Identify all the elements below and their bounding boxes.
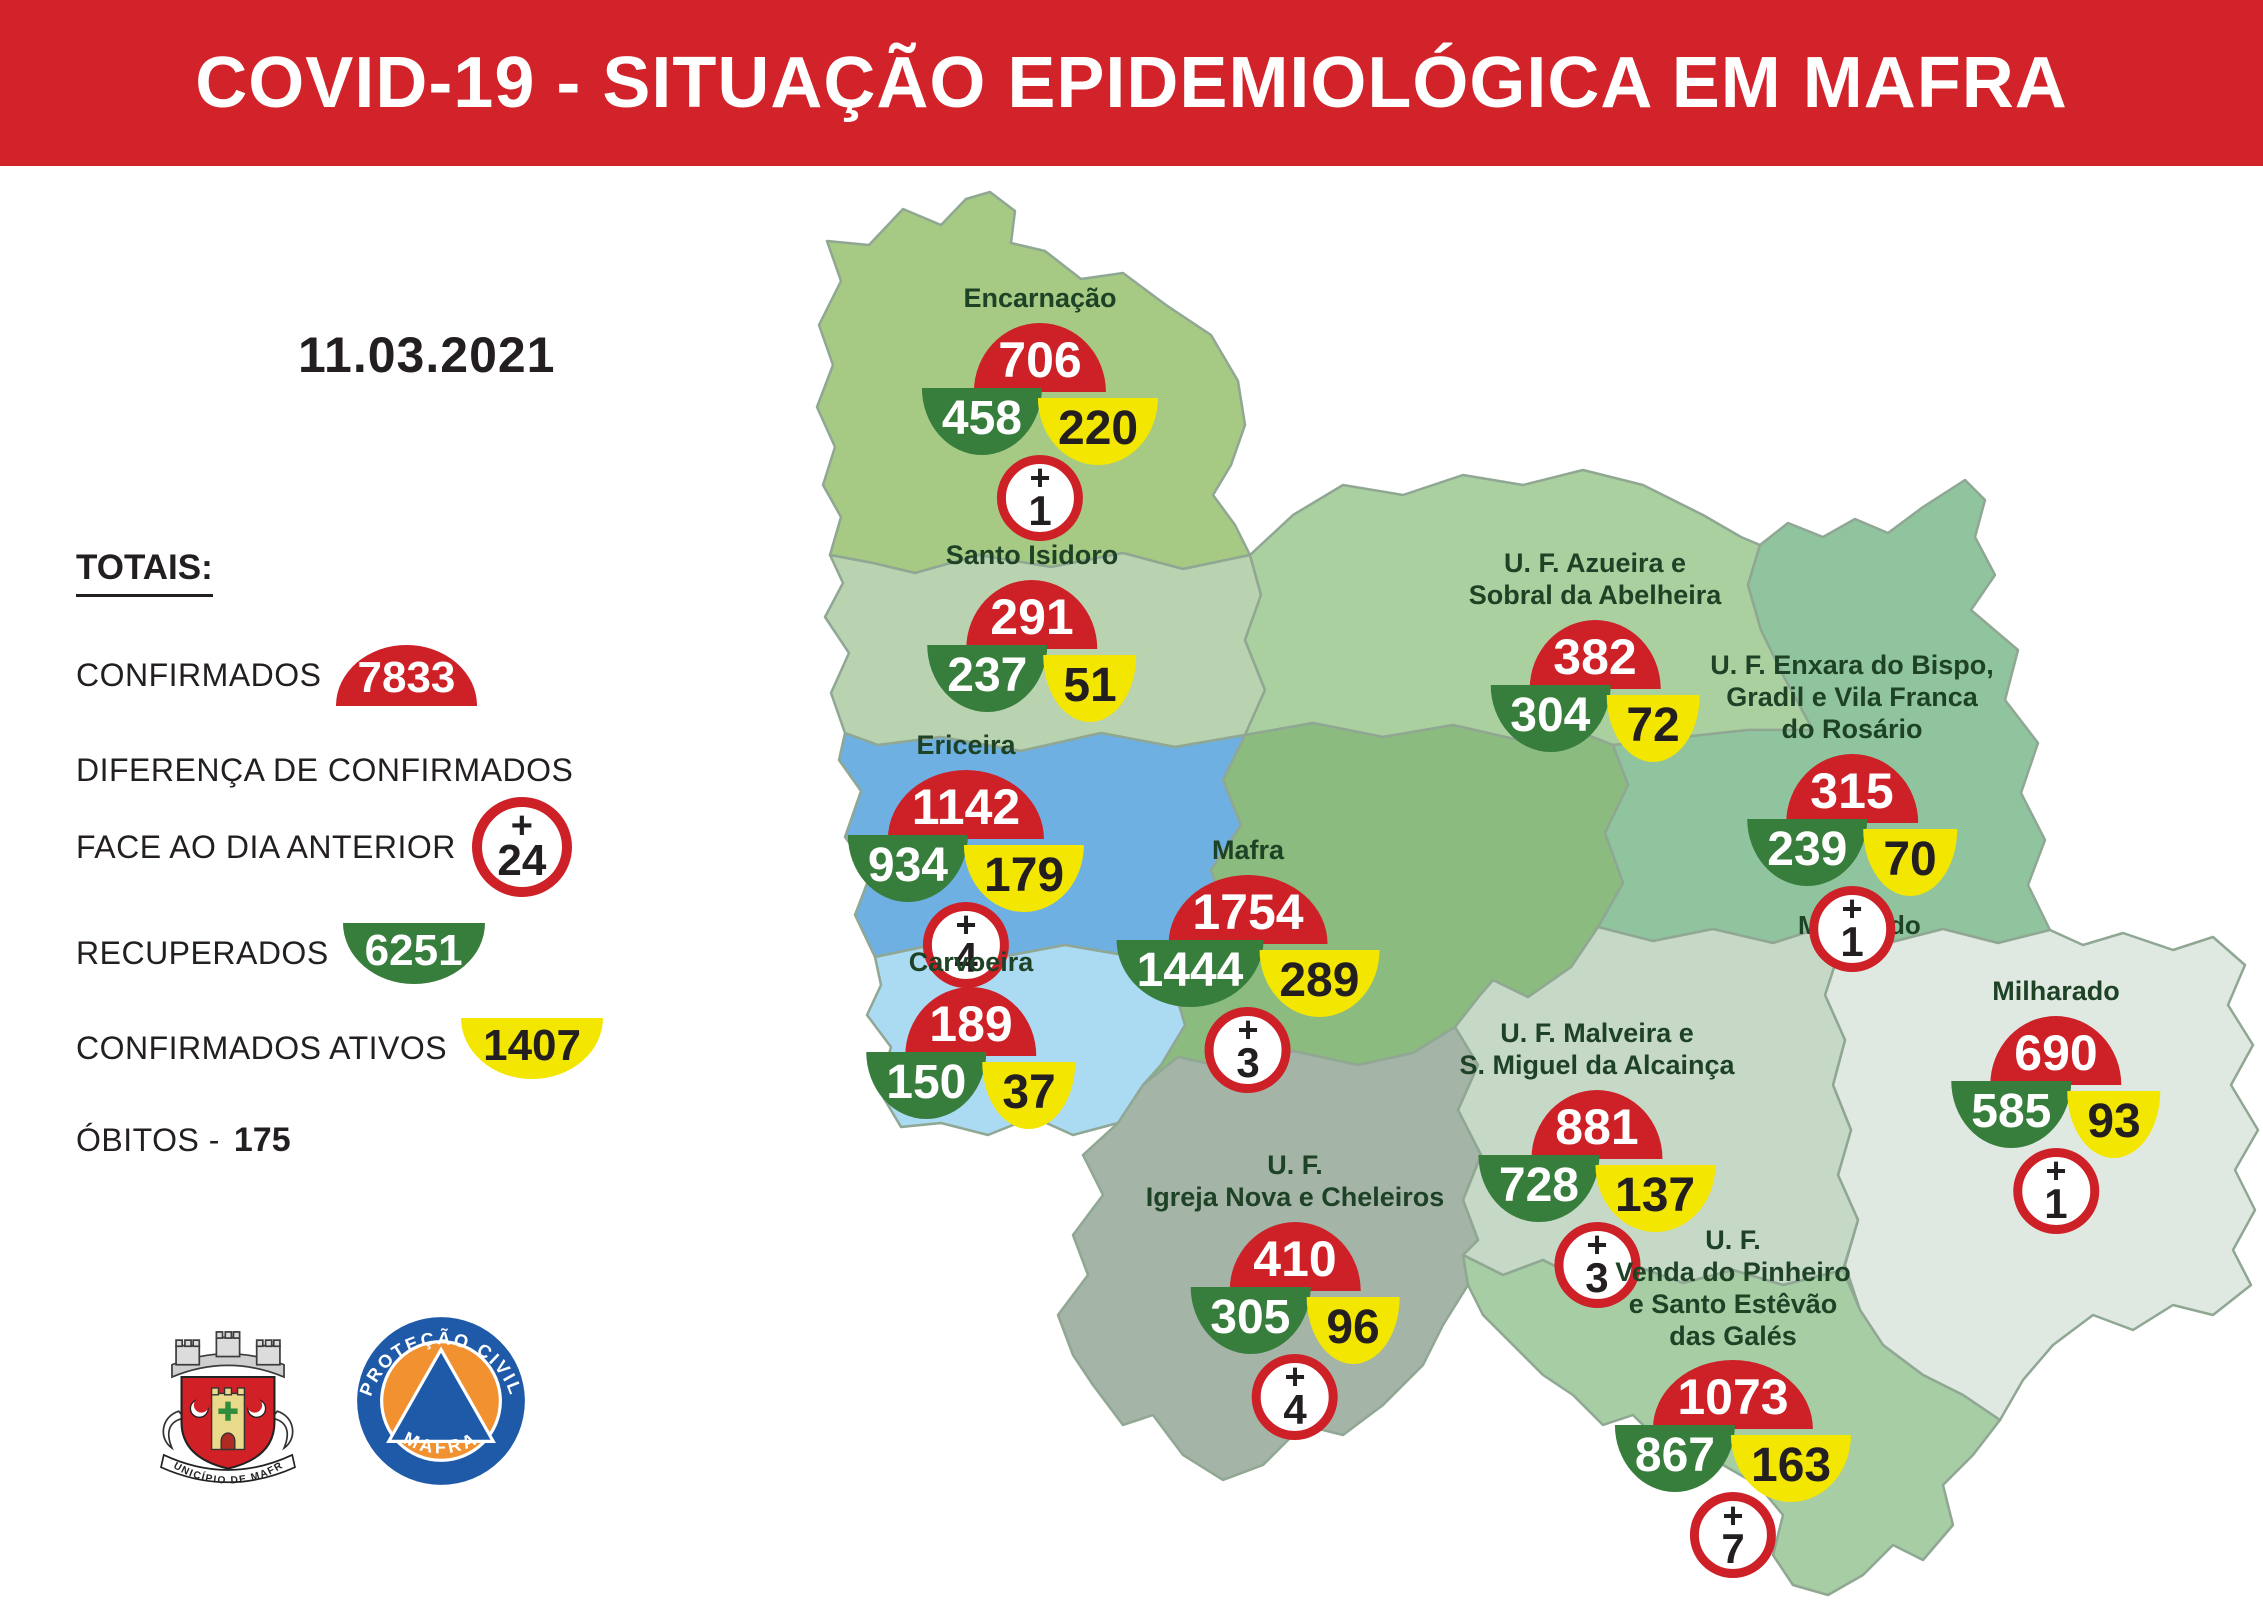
region-shape-milharado [1823, 923, 2260, 1422]
region-shape-azueira [1243, 468, 1815, 747]
recovered-total-label: RECUPERADOS [76, 935, 329, 971]
confirmed-total-label: CONFIRMADOS [76, 657, 322, 693]
report-date: 11.03.2021 [298, 327, 556, 383]
active-total-badge: 1407 [461, 1018, 603, 1079]
municipio-de-mafra-logo: MUNICÍPIO DE MAFRA [146, 1310, 296, 1487]
civil-protection-triangle-icon [386, 1346, 496, 1443]
green-cross-icon [218, 1401, 238, 1421]
totals-panel: TOTAIS: CONFIRMADOS 7833 DIFERENÇA DE CO… [76, 548, 736, 1160]
totals-heading: TOTAIS: [76, 548, 213, 597]
confirmed-total-badge: 7833 [335, 645, 478, 706]
recovered-total-row: RECUPERADOS 6251 [76, 923, 736, 984]
region-shape-santo-isidoro [823, 551, 1267, 753]
diff-label-line1: DIFERENÇA DE CONFIRMADOS [76, 752, 574, 788]
active-total-label: CONFIRMADOS ATIVOS [76, 1030, 448, 1066]
region-shape-encarnacao [815, 190, 1252, 575]
diff-total-value: 24 [497, 836, 547, 886]
diff-label-line2: FACE AO DIA ANTERIOR [76, 828, 456, 865]
mural-crown-icon [171, 1331, 285, 1379]
ribbon-curl-right-icon [270, 1410, 294, 1451]
header-banner: COVID-19 - SITUAÇÃO EPIDEMIOLÓGICA EM MA… [0, 0, 2263, 166]
mafra-municipality-map [815, 190, 2260, 1597]
diff-total-badge: + 24 [471, 797, 572, 897]
plus-icon: + [510, 804, 533, 847]
diff-row: FACE AO DIA ANTERIOR + 24 [76, 797, 736, 897]
recovered-total-badge: 6251 [342, 923, 485, 984]
page-title: COVID-19 - SITUAÇÃO EPIDEMIOLÓGICA EM MA… [195, 43, 2068, 123]
deaths-total-value: 175 [233, 1121, 291, 1159]
crescent-right-cut [247, 1397, 263, 1413]
active-total-row: CONFIRMADOS ATIVOS 1407 [76, 1018, 736, 1079]
deaths-total-row: ÓBITOS - 175 [76, 1121, 736, 1160]
deaths-total-label: ÓBITOS - [76, 1122, 220, 1158]
ribbon-curl-left-icon [162, 1410, 186, 1451]
confirmed-total-row: CONFIRMADOS 7833 [76, 645, 736, 706]
milharado-border-label: Milharado [1798, 910, 1921, 940]
crescent-left-cut [193, 1397, 209, 1413]
protecao-civil-mafra-logo: PROTEÇÃO CIVIL MAFRA [351, 1311, 531, 1491]
banner-ribbon [160, 1453, 296, 1484]
region-shape-ericeira [837, 731, 1247, 961]
